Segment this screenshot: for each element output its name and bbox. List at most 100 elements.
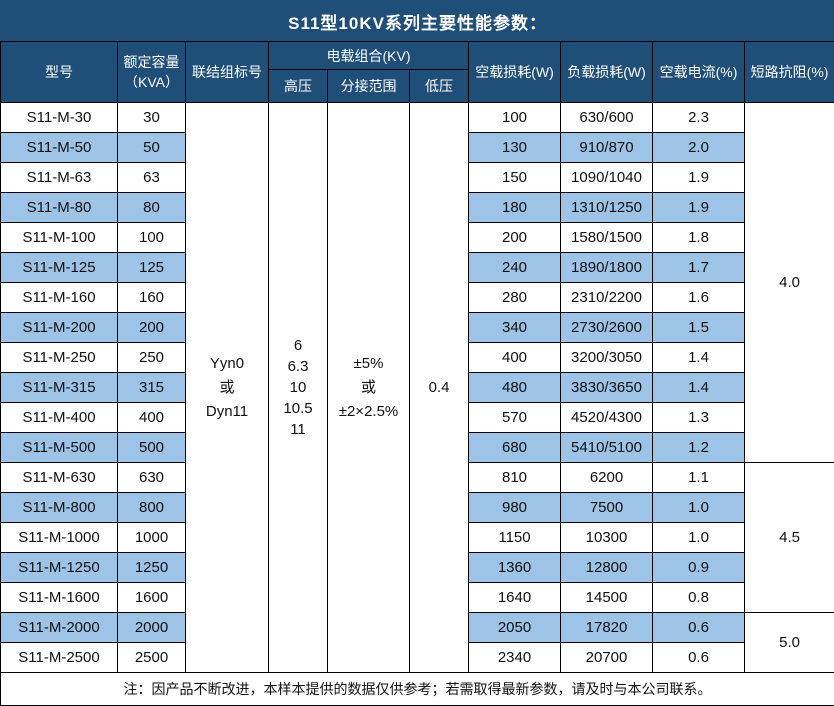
col-header-lv: 低压 [409, 69, 469, 103]
no-load-current-cell: 1.2 [652, 432, 745, 463]
model-cell: S11-M-50 [0, 132, 118, 163]
table-row: S11-M-30 30 Yyn0 或 Dyn11 6 6.3 10 10.5 11 ±5… [0, 102, 834, 673]
model-cell: S11-M-2500 [0, 642, 118, 673]
tap-range-cell: ±5% 或 ±2×2.5% [327, 102, 410, 673]
table-row: S11-M-160 160 280 2310/2200 1.6 [0, 282, 834, 313]
hv-cell: 6 6.3 10 10.5 11 [268, 102, 328, 673]
table-row: S11-M-1250 1250 1360 12800 0.9 [0, 552, 834, 583]
no-load-current-cell: 0.6 [652, 612, 745, 643]
capacity-cell: 500 [117, 432, 186, 463]
load-loss-cell: 1890/1800 [560, 252, 653, 283]
impedance-cell: 5.0 [743, 612, 834, 673]
table-row: S11-M-250 250 400 3200/3050 1.4 [0, 342, 834, 373]
capacity-cell: 125 [117, 252, 186, 283]
no-load-loss-cell: 400 [468, 342, 561, 373]
no-load-loss-cell: 680 [468, 432, 561, 463]
model-cell: S11-M-250 [0, 342, 118, 373]
no-load-current-cell: 1.4 [652, 372, 745, 403]
col-header-tap-range: 分接范围 [327, 69, 410, 103]
no-load-loss-cell: 340 [468, 312, 561, 343]
no-load-current-cell: 2.0 [652, 132, 745, 163]
table-row: S11-M-400 400 570 4520/4300 1.3 [0, 402, 834, 433]
no-load-loss-cell: 1150 [468, 522, 561, 553]
model-cell: S11-M-100 [0, 222, 118, 253]
load-loss-cell: 630/600 [560, 102, 653, 133]
model-cell: S11-M-30 [0, 102, 118, 133]
no-load-loss-cell: 980 [468, 492, 561, 523]
footnote: 注：因产品不断改进，本样本提供的数据仅供参考；若需取得最新参数，请及时与本公司联… [0, 672, 834, 706]
load-loss-cell: 10300 [560, 522, 653, 553]
no-load-current-cell: 2.3 [652, 102, 745, 133]
capacity-cell: 30 [117, 102, 186, 133]
model-cell: S11-M-500 [0, 432, 118, 463]
no-load-current-cell: 0.6 [652, 642, 745, 673]
no-load-current-cell: 1.0 [652, 492, 745, 523]
capacity-cell: 315 [117, 372, 186, 403]
no-load-current-cell: 1.1 [652, 462, 745, 493]
no-load-loss-cell: 480 [468, 372, 561, 403]
col-header-vector-group: 联结组标号 [185, 41, 269, 103]
load-loss-cell: 1310/1250 [560, 192, 653, 223]
model-cell: S11-M-800 [0, 492, 118, 523]
no-load-current-cell: 1.0 [652, 522, 745, 553]
table-row: S11-M-2000 2000 2050 17820 0.6 5.0 [0, 612, 834, 673]
table-row: S11-M-200 200 340 2730/2600 1.5 [0, 312, 834, 343]
table-row: S11-M-800 800 980 7500 1.0 [0, 492, 834, 523]
load-loss-cell: 2310/2200 [560, 282, 653, 313]
capacity-cell: 2500 [117, 642, 186, 673]
capacity-cell: 630 [117, 462, 186, 493]
no-load-loss-cell: 180 [468, 192, 561, 223]
no-load-loss-cell: 2340 [468, 642, 561, 673]
col-header-hv: 高压 [268, 69, 328, 103]
no-load-loss-cell: 130 [468, 132, 561, 163]
capacity-cell: 80 [117, 192, 186, 223]
load-loss-cell: 17820 [560, 612, 653, 643]
vector-group-cell: Yyn0 或 Dyn11 [185, 102, 269, 673]
no-load-current-cell: 0.8 [652, 582, 745, 613]
table-row: S11-M-125 125 240 1890/1800 1.7 [0, 252, 834, 283]
model-cell: S11-M-1600 [0, 582, 118, 613]
load-loss-cell: 3200/3050 [560, 342, 653, 373]
lv-cell: 0.4 [409, 102, 469, 673]
table-row: S11-M-80 80 180 1310/1250 1.9 [0, 192, 834, 223]
model-cell: S11-M-400 [0, 402, 118, 433]
load-loss-cell: 7500 [560, 492, 653, 523]
load-loss-cell: 6200 [560, 462, 653, 493]
col-header-capacity: 额定容量 （KVA） [117, 41, 186, 103]
capacity-cell: 400 [117, 402, 186, 433]
capacity-cell: 250 [117, 342, 186, 373]
model-cell: S11-M-160 [0, 282, 118, 313]
capacity-cell: 2000 [117, 612, 186, 643]
load-loss-cell: 4520/4300 [560, 402, 653, 433]
no-load-loss-cell: 570 [468, 402, 561, 433]
load-loss-cell: 2730/2600 [560, 312, 653, 343]
capacity-cell: 800 [117, 492, 186, 523]
impedance-cell: 4.0 [743, 102, 834, 463]
table-row: S11-M-1600 1600 1640 14500 0.8 [0, 582, 834, 613]
no-load-loss-cell: 1640 [468, 582, 561, 613]
load-loss-cell: 910/870 [560, 132, 653, 163]
col-header-no-load-current: 空载电流(%) [652, 41, 745, 103]
capacity-cell: 50 [117, 132, 186, 163]
no-load-loss-cell: 200 [468, 222, 561, 253]
no-load-loss-cell: 810 [468, 462, 561, 493]
col-header-load-loss: 负载损耗(W) [560, 41, 653, 103]
table-body: S11-M-30 30 Yyn0 或 Dyn11 6 6.3 10 10.5 11 ±5… [0, 102, 834, 673]
model-cell: S11-M-200 [0, 312, 118, 343]
table-row: S11-M-50 50 130 910/870 2.0 [0, 132, 834, 163]
no-load-current-cell: 1.7 [652, 252, 745, 283]
capacity-cell: 1250 [117, 552, 186, 583]
table-row: S11-M-630 630 810 6200 1.1 4.5 [0, 462, 834, 613]
model-cell: S11-M-63 [0, 162, 118, 193]
table-row: S11-M-2500 2500 2340 20700 0.6 [0, 642, 834, 673]
no-load-loss-cell: 280 [468, 282, 561, 313]
capacity-cell: 200 [117, 312, 186, 343]
model-cell: S11-M-125 [0, 252, 118, 283]
no-load-current-cell: 1.9 [652, 192, 745, 223]
load-loss-cell: 20700 [560, 642, 653, 673]
capacity-cell: 63 [117, 162, 186, 193]
model-cell: S11-M-80 [0, 192, 118, 223]
capacity-cell: 160 [117, 282, 186, 313]
table-row: S11-M-1000 1000 1150 10300 1.0 [0, 522, 834, 553]
